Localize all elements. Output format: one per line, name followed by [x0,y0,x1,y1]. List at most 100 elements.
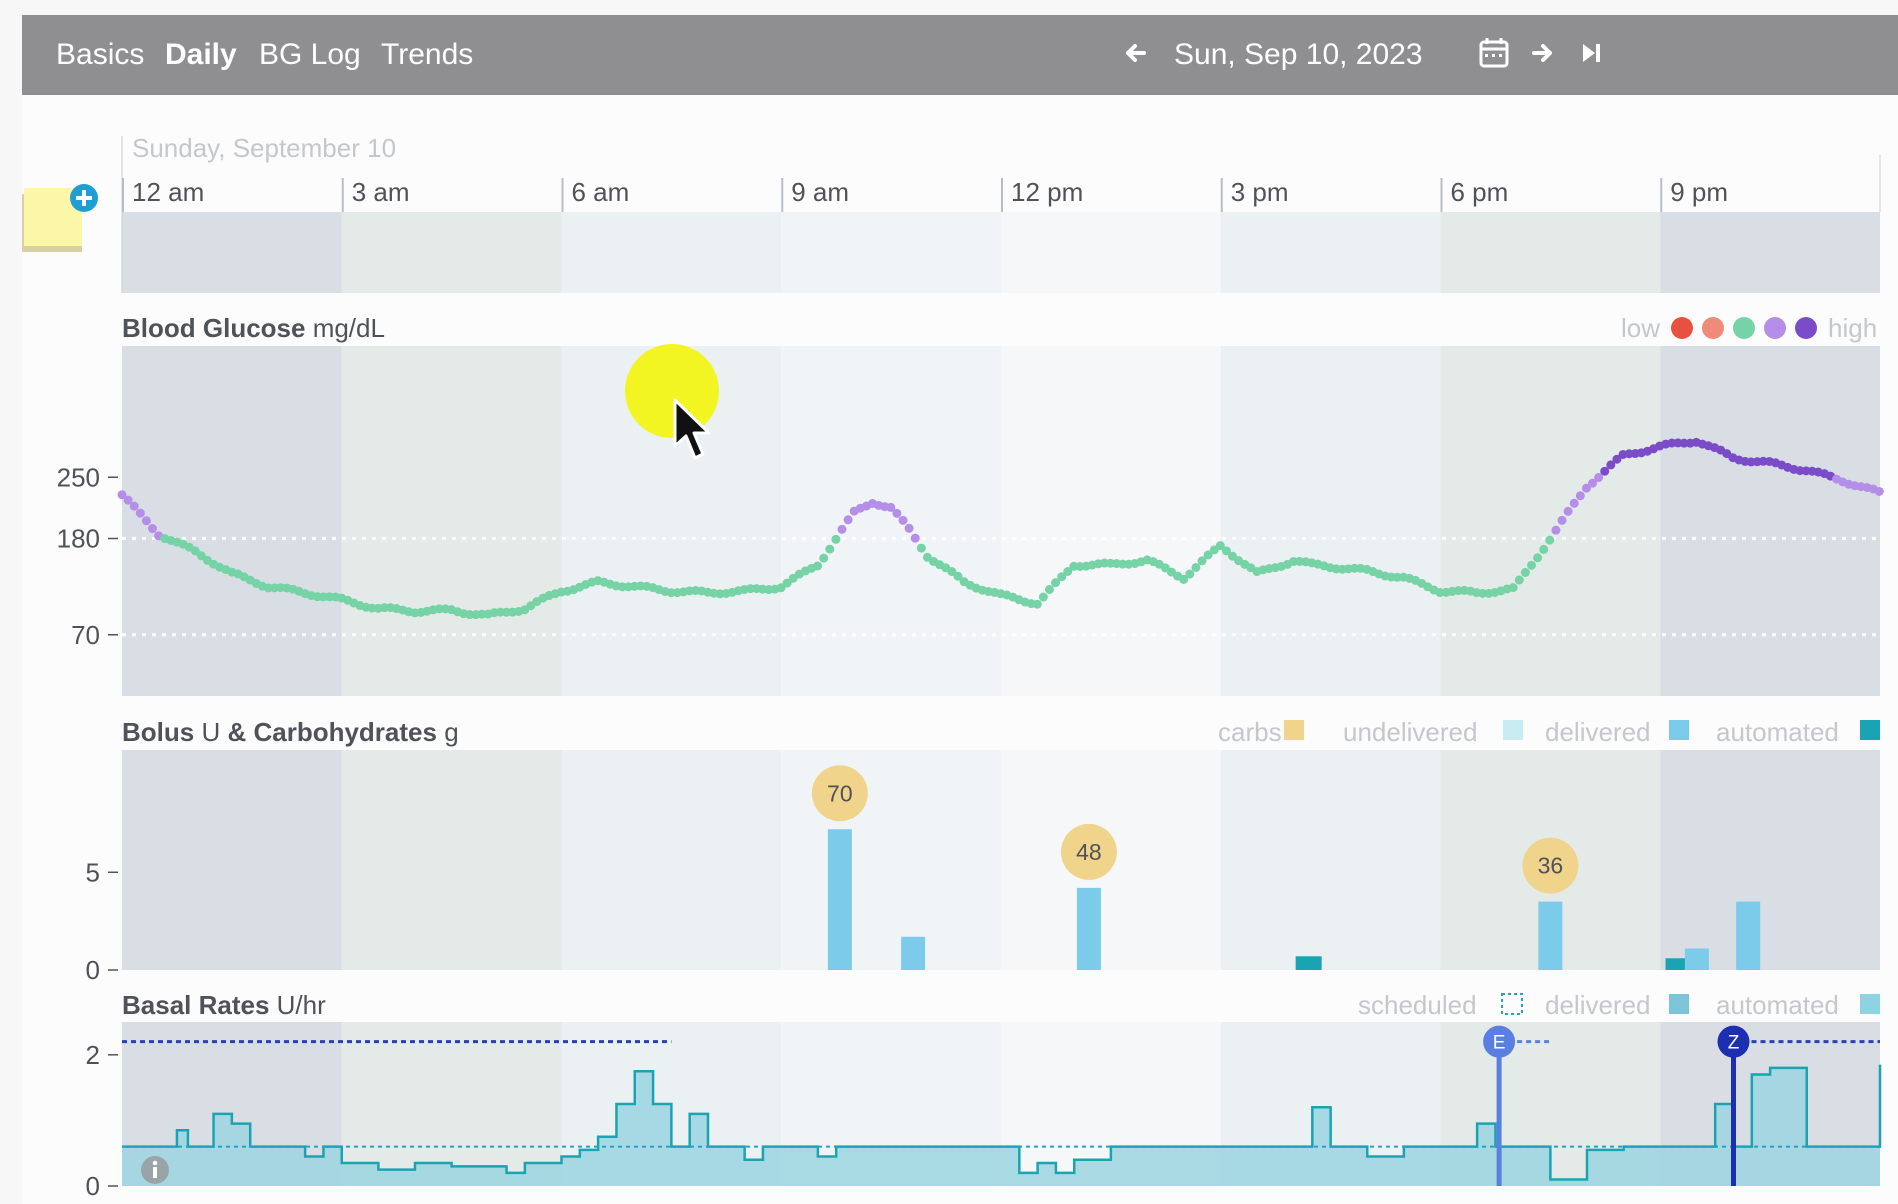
legend-dot [1733,317,1755,339]
basal-delivered-line [122,1064,1882,1181]
marker-circle [1483,1025,1516,1058]
bg-reading [1551,525,1561,535]
carb-circle [1522,837,1579,894]
legend-dot [1764,317,1786,339]
hour-label: 12 pm [1011,177,1083,207]
time-band [781,346,1001,696]
time-band [561,212,782,293]
bg-reading [1185,569,1195,579]
legend-label: delivered [1545,990,1651,1020]
tab-bg-log[interactable]: BG Log [259,38,361,71]
bg-reading [1526,560,1536,570]
bg-reading [843,515,853,525]
bg-reading [1588,478,1598,488]
arrow-right-icon[interactable] [1522,33,1562,73]
bg-reading [813,561,823,571]
bg-reading [1594,473,1604,483]
panel-title: Bolus U & Carbohydrates g [122,717,459,747]
time-band [1220,212,1441,293]
legend-swatch [1860,994,1880,1014]
hour-label: 12 am [132,177,204,207]
legend-swatch [1284,720,1304,740]
time-band [122,212,342,293]
legend-label: automated [1716,990,1839,1020]
y-tick-label: 5 [86,857,100,887]
time-band [1660,212,1880,293]
time-band [1660,750,1880,970]
bg-reading [910,533,920,543]
time-of-day-bands [122,212,1880,1186]
bg-reading [1520,568,1530,578]
time-band [122,346,342,696]
bg-reading [1191,562,1201,572]
time-band [1220,750,1441,970]
legend-low: low [1621,313,1660,343]
bg-reading [148,524,158,534]
bg-reading [1575,491,1585,501]
legend-swatch [1860,720,1880,740]
bg-reading [1063,567,1073,577]
calendar-icon[interactable] [1474,33,1514,73]
basal-delivered-area [122,1064,1880,1186]
carb-label: 36 [1538,853,1564,879]
carb-circle [1060,823,1117,880]
bolus-bar [1538,901,1563,970]
y-tick-label: 0 [86,1171,100,1201]
tab-trends[interactable]: Trends [381,38,474,71]
hour-label: 6 am [572,177,630,207]
bg-reading [831,534,841,544]
panel-title: Basal Rates U/hr [122,990,326,1020]
bg-reading [129,501,139,511]
arrow-left-icon[interactable] [1116,33,1156,73]
bg-reading [953,571,963,581]
legend-swatch [1501,993,1523,1015]
timeline-header: Sunday, September 10 12 am 3 am 6 am 9 am 12 … [121,133,1881,293]
time-band [1220,346,1441,696]
bg-reading [1203,550,1213,560]
time-band [341,750,562,970]
basal-chart: Basal Rates U/hr scheduled delivered automa… [86,990,1882,1201]
bg-reading [886,502,896,512]
time-band [122,750,342,970]
bg-reading [1581,483,1591,493]
bg-reading [1179,574,1189,584]
add-note-button[interactable] [20,182,104,258]
y-tick-label: 180 [57,524,100,554]
legend-swatch [1669,994,1689,1014]
bg-reading [1038,592,1048,602]
legend-label: automated [1716,717,1839,747]
tab-basics[interactable]: Basics [56,38,145,71]
bg-reading [1606,460,1616,470]
marker-label: E [1493,1033,1506,1054]
bg-reading [1197,556,1207,566]
bg-reading [1044,584,1054,594]
bg-reading [141,516,151,526]
time-band [341,346,562,696]
carb-label: 48 [1076,839,1102,865]
bolus-bar [827,829,852,970]
legend-high: high [1828,313,1877,343]
bolus-chart: Bolus U & Carbohydrates g carbs undelivere… [86,717,1880,985]
tab-daily[interactable]: Daily [165,38,237,71]
skip-to-end-icon[interactable] [1571,33,1611,73]
bg-reading [898,515,908,525]
marker-label: Z [1728,1033,1740,1054]
bolus-bar [1295,956,1322,970]
bg-reading [1600,466,1610,476]
bg-reading [190,546,200,556]
bg-chart: Blood Glucose mg/dL low high 250 180 70 [57,313,1884,650]
info-icon[interactable] [140,1155,170,1185]
hour-label: 6 pm [1451,177,1509,207]
legend-swatch [1503,720,1523,740]
bg-reading [1057,572,1067,582]
time-band [561,750,782,970]
bg-reading [135,508,145,518]
y-tick-label: 70 [71,620,100,650]
bg-reading [837,524,847,534]
hour-label: 9 pm [1670,177,1728,207]
bg-reading [1533,553,1543,563]
legend-label: delivered [1545,717,1651,747]
bg-reading [947,567,957,577]
bg-reading [825,544,835,554]
